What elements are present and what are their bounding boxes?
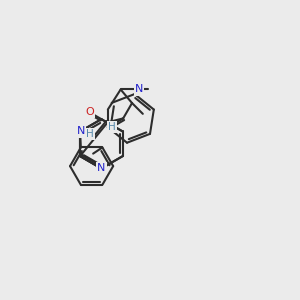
Text: N: N xyxy=(76,127,85,136)
Text: N: N xyxy=(135,85,143,94)
Text: H: H xyxy=(108,122,116,132)
Text: O: O xyxy=(85,107,94,117)
Text: N: N xyxy=(97,164,106,173)
Text: H: H xyxy=(86,129,94,139)
